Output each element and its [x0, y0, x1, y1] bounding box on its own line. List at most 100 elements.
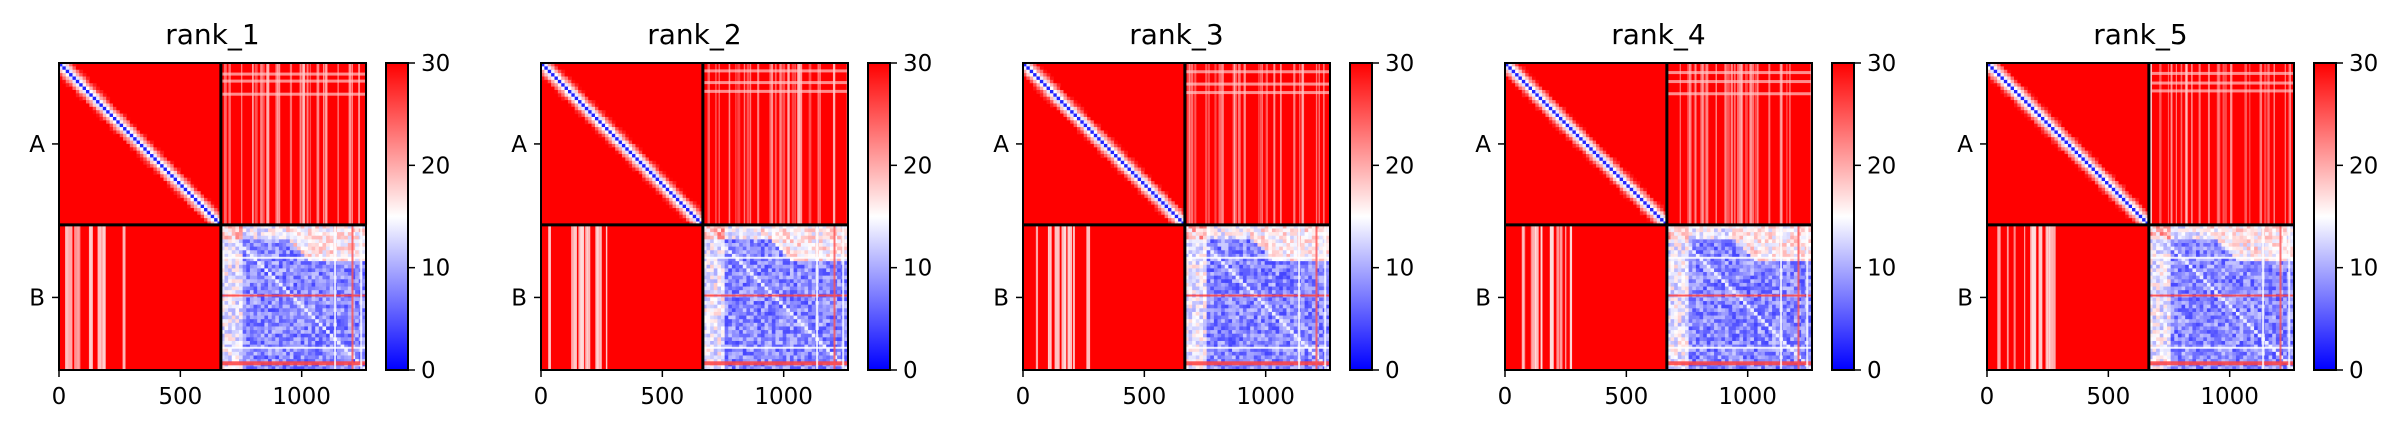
heatmap-cell-bb [351, 243, 356, 248]
heatmap-cell-bb [706, 246, 711, 251]
heatmap-cell-bb [1213, 224, 1219, 230]
heatmap-cell-bb [768, 290, 773, 295]
heatmap-cell-bb [1275, 232, 1280, 237]
heatmap-cell-bb [735, 253, 740, 259]
heatmap-cell-aa [82, 96, 87, 101]
heatmap-cell-bb [771, 228, 776, 233]
heatmap-cell-bb [300, 257, 305, 262]
heatmap-cell-aa [1130, 170, 1135, 175]
heatmap-cell-aa [143, 150, 148, 155]
heatmap-cell-aa [160, 164, 165, 169]
heatmap-cell-bb [224, 337, 229, 342]
heatmap-cell-bb [1203, 224, 1208, 230]
heatmap-cell-bb [750, 272, 755, 277]
heatmap-cell-bb [760, 246, 766, 251]
heatmap-cell-bb [289, 304, 294, 309]
heatmap-cell-bb [771, 272, 776, 277]
heatmap-cell-bb [833, 272, 838, 277]
heatmap-cell-bb [264, 272, 269, 277]
heatmap-cell-bb [1268, 235, 1273, 240]
heatmap-cell-bb [764, 322, 769, 327]
heatmap-cell-bb [304, 279, 309, 284]
heatmap-cell-aa [1080, 123, 1085, 128]
heatmap-cell-bb [224, 239, 229, 244]
heatmap-cell-bb [246, 304, 251, 309]
heatmap-cell-aa [567, 86, 572, 91]
heatmap-cell-bb [1188, 250, 1193, 255]
heatmap-cell-bb [746, 286, 751, 291]
heatmap-cell-aa [119, 137, 124, 142]
heatmap-cell-bb [1319, 232, 1324, 237]
heatmap-cell-bb [311, 253, 316, 259]
heatmap-cell-bb [782, 232, 787, 237]
heatmap-cell-aa [1087, 130, 1091, 135]
heatmap-cell-bb [297, 282, 302, 288]
heatmap-cell-bb [746, 333, 751, 338]
heatmap-cell-bb [260, 253, 265, 259]
heatmap-cell-bb [1293, 246, 1298, 251]
heatmap-cell-bb [808, 257, 813, 262]
heatmap-cell-bb [253, 224, 258, 230]
heatmap-cell-bb [300, 243, 305, 248]
heatmap-cell-bb [786, 286, 791, 291]
heatmap-cell-aa [692, 211, 697, 216]
heatmap-cell-bb [278, 235, 284, 240]
heatmap-cell-aa [625, 150, 630, 155]
heatmap-cell-aa [126, 140, 131, 145]
heatmap-cell-bb [811, 319, 816, 324]
heatmap-cell-bb [837, 337, 842, 342]
heatmap-cell-aa [669, 191, 674, 196]
heatmap-cell-bb [289, 333, 294, 338]
heatmap-cell-bb [793, 224, 798, 230]
heatmap-cell-bb [1311, 232, 1316, 237]
heatmap-cell-bb [253, 359, 258, 364]
heatmap-cell-bb [822, 330, 827, 335]
heatmap-cell-bb [826, 333, 831, 338]
heatmap-cell-bb [249, 235, 255, 240]
heatmap-cell-aa [79, 93, 84, 98]
heatmap-cell-bb [786, 319, 791, 324]
heatmap-cell-aa [193, 204, 198, 209]
heatmap-cell-bb [757, 311, 762, 317]
heatmap-cell-bb [1242, 253, 1248, 259]
heatmap-cell-aa [92, 110, 97, 115]
heatmap-cell-bb [1195, 250, 1200, 255]
heatmap [59, 63, 369, 371]
heatmap-cell-bb [702, 355, 708, 360]
heatmap-cell-bb [329, 268, 334, 273]
heatmap-cell-aa [1076, 106, 1081, 111]
heatmap-cell-aa [150, 160, 154, 165]
heatmap-cell-bb [746, 253, 751, 259]
heatmap-cell-bb [804, 348, 809, 353]
heatmap-cell-bb [239, 340, 244, 346]
heatmap-cell-aa [675, 211, 680, 216]
heatmap-cell-bb [242, 351, 247, 356]
heatmap-cell-bb [757, 253, 762, 259]
heatmap-cell-bb [235, 261, 240, 266]
heatmap-cell-aa [621, 137, 626, 142]
heatmap-cell-aa [153, 170, 158, 175]
heatmap-cell-bb [340, 304, 345, 309]
heatmap-cell-bb [336, 232, 342, 237]
heatmap-cell-bb [779, 282, 784, 288]
heatmap-streak [1064, 224, 1067, 370]
heatmap-cell-bb [239, 253, 244, 259]
heatmap-cell-aa [682, 211, 687, 216]
heatmap-cell-bb [822, 340, 827, 346]
heatmap-cell-bb [224, 272, 229, 277]
heatmap-cell-aa [146, 160, 151, 165]
heatmap-cell-aa [1060, 110, 1064, 115]
heatmap-cell-aa [665, 191, 670, 196]
heatmap-cell-bb [717, 315, 722, 320]
heatmap-cell-bb [315, 315, 320, 320]
heatmap-cell-bb [822, 275, 827, 280]
heatmap-cell-bb [307, 243, 313, 248]
heatmap-cell-bb [275, 246, 280, 251]
heatmap-cell-bb [318, 279, 323, 284]
heatmap-cell-bb [826, 275, 831, 280]
heatmap-cell-aa [547, 79, 552, 84]
heatmap-cell-bb [1319, 246, 1324, 251]
heatmap-cell-bb [735, 326, 740, 331]
heatmap-cell-bb [808, 322, 813, 327]
heatmap-cell-bb [1217, 235, 1222, 240]
